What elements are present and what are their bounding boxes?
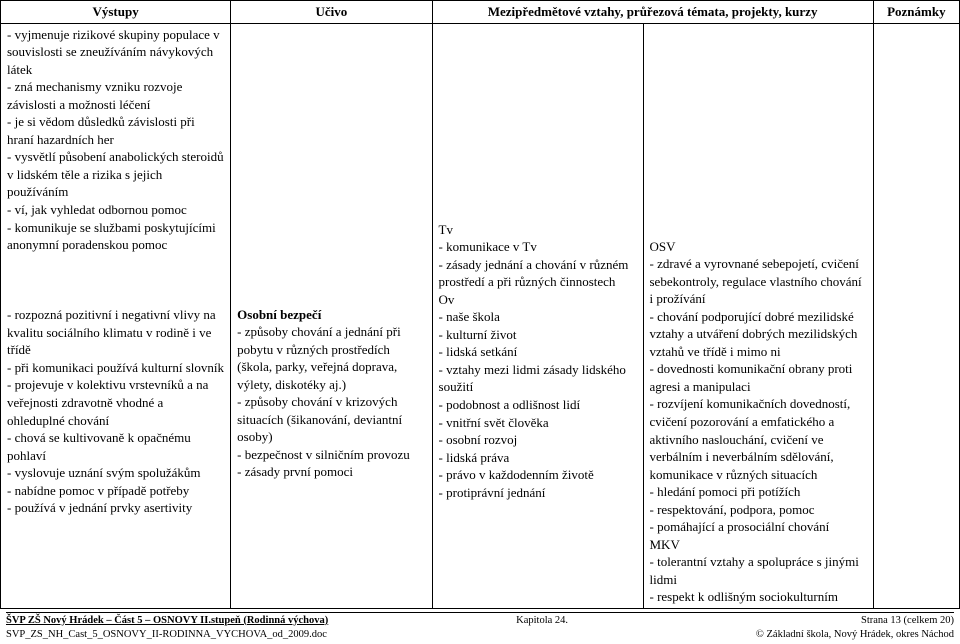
- table-row: - vyjmenuje rizikové skupiny populace v …: [1, 23, 960, 608]
- footer-left-line1: ŠVP ZŠ Nový Hrádek – Část 5 – OSNOVY II.…: [6, 615, 328, 626]
- footer-center: Kapitola 24.: [328, 614, 756, 642]
- cell-vystupy: - vyjmenuje rizikové skupiny populace v …: [1, 23, 231, 608]
- osv-text: - zdravé a vyrovnané sebepojetí, cvičení…: [650, 255, 867, 536]
- mkv-text: - tolerantní vztahy a spolupráce s jiným…: [650, 553, 867, 606]
- header-vztahy: Mezipředmětové vztahy, průřezová témata,…: [432, 1, 873, 24]
- vystupy-text: - vyjmenuje rizikové skupiny populace v …: [7, 26, 224, 517]
- ov-label: Ov: [439, 291, 637, 309]
- curriculum-table: Výstupy Učivo Mezipředmětové vztahy, prů…: [0, 0, 960, 609]
- tv-label: Tv: [439, 221, 637, 239]
- cell-poznamky: [873, 23, 959, 608]
- cell-ucivo: Osobní bezpečí - způsoby chování a jedná…: [231, 23, 432, 608]
- footer-left: ŠVP ZŠ Nový Hrádek – Část 5 – OSNOVY II.…: [6, 614, 328, 642]
- header-ucivo: Učivo: [231, 1, 432, 24]
- footer-left-line2: SVP_ZS_NH_Cast_5_OSNOVY_II-RODINNA_VYCHO…: [6, 629, 327, 640]
- footer-right-line1: Strana 13 (celkem 20): [861, 615, 954, 626]
- cell-osv: OSV - zdravé a vyrovnané sebepojetí, cvi…: [643, 23, 873, 608]
- table-header-row: Výstupy Učivo Mezipředmětové vztahy, prů…: [1, 1, 960, 24]
- tv-text: - komunikace v Tv - zásady jednání a cho…: [439, 238, 637, 291]
- footer-right-line2: © Základní škola, Nový Hrádek, okres Nác…: [756, 629, 954, 640]
- ov-text: - naše škola - kulturní život - lidská s…: [439, 308, 637, 501]
- header-vystupy: Výstupy: [1, 1, 231, 24]
- cell-vztahy: Tv - komunikace v Tv - zásady jednání a …: [432, 23, 643, 608]
- page-footer: ŠVP ZŠ Nový Hrádek – Část 5 – OSNOVY II.…: [6, 612, 954, 642]
- header-poznamky: Poznámky: [873, 1, 959, 24]
- ucivo-heading: Osobní bezpečí: [237, 306, 425, 324]
- ucivo-text: - způsoby chování a jednání při pobytu v…: [237, 323, 425, 481]
- mkv-label: MKV: [650, 536, 867, 554]
- osv-label: OSV: [650, 238, 867, 256]
- footer-right: Strana 13 (celkem 20) © Základní škola, …: [756, 614, 954, 642]
